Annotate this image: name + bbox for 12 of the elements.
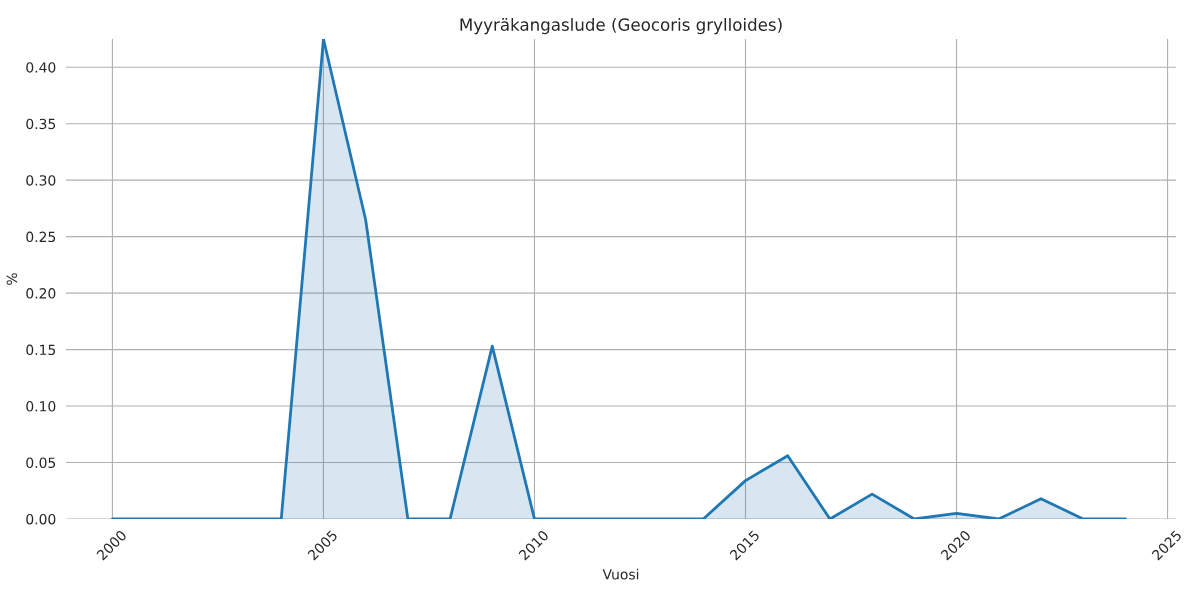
y-tick-label: 0.35 [26, 118, 56, 130]
y-tick-label: 0.00 [26, 513, 56, 525]
y-tick-label: 0.30 [26, 175, 56, 186]
y-tick-label: 0.10 [26, 401, 56, 412]
y-tick-label: 0.05 [26, 457, 56, 468]
y-tick-label: 0.15 [26, 344, 56, 356]
x-axis-title: Vuosi [602, 568, 639, 580]
y-tick-label: 0.40 [26, 62, 56, 73]
chart-title: Myyräkangaslude (Geocoris grylloides) [460, 18, 782, 35]
y-axis-title: % [6, 273, 18, 285]
y-tick-label: 0.25 [26, 231, 56, 243]
y-tick-label: 0.20 [26, 288, 56, 299]
